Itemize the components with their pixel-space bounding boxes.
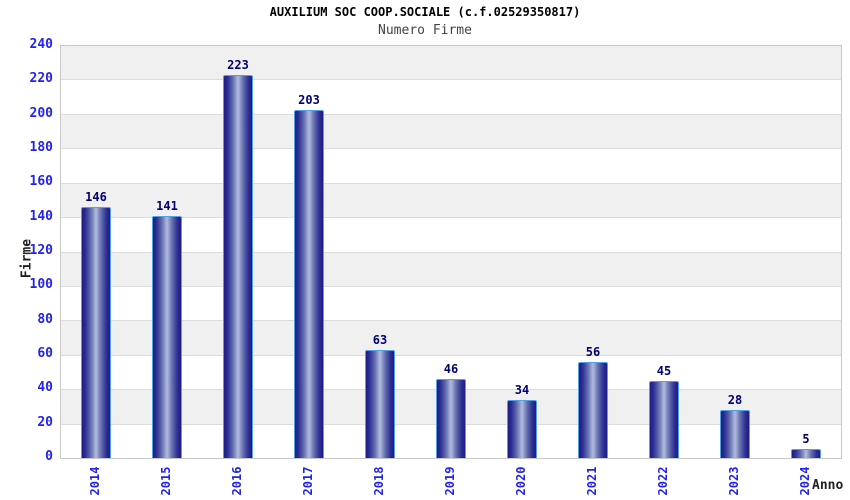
bar-2017 bbox=[294, 110, 324, 458]
y-tick-label: 100 bbox=[29, 277, 53, 292]
bar-2015 bbox=[152, 216, 182, 458]
bar-2022 bbox=[649, 381, 679, 458]
bar-2019 bbox=[436, 379, 466, 458]
grid-band bbox=[61, 183, 841, 219]
grid-band bbox=[61, 218, 841, 253]
x-tick-label-2023: 2023 bbox=[727, 466, 741, 496]
x-tick-label-2020: 2020 bbox=[514, 466, 528, 496]
bar-value-label: 46 bbox=[443, 362, 459, 376]
x-tick-label-2021: 2021 bbox=[585, 466, 599, 496]
y-tick-label: 80 bbox=[37, 312, 53, 327]
grid-band bbox=[61, 286, 841, 322]
grid-band bbox=[61, 114, 841, 150]
x-tick-label-2019: 2019 bbox=[443, 466, 457, 496]
y-tick-label: 200 bbox=[29, 106, 53, 121]
x-tick-label-2022: 2022 bbox=[656, 466, 670, 496]
y-tick-label: 180 bbox=[29, 140, 53, 155]
bar-2024 bbox=[791, 449, 821, 458]
bar-2021 bbox=[578, 362, 608, 458]
grid-band bbox=[61, 252, 841, 287]
y-tick-label: 0 bbox=[45, 449, 53, 464]
bar-value-label: 34 bbox=[514, 383, 530, 397]
x-tick-label-2015: 2015 bbox=[159, 466, 173, 496]
bar-value-label: 56 bbox=[585, 345, 601, 359]
y-tick-label: 140 bbox=[29, 209, 53, 224]
bar-value-label: 45 bbox=[656, 364, 672, 378]
bar-2023 bbox=[720, 410, 750, 458]
x-tick-label-2018: 2018 bbox=[372, 466, 386, 496]
bar-value-label: 146 bbox=[85, 190, 107, 204]
y-tick-label: 220 bbox=[29, 71, 53, 86]
bar-value-label: 28 bbox=[727, 393, 743, 407]
bar-2018 bbox=[365, 350, 395, 458]
y-tick-label: 60 bbox=[37, 346, 53, 361]
plot-area: 146 141 223 203 63 46 34 56 45 28 5 bbox=[60, 45, 842, 459]
x-tick-label-2017: 2017 bbox=[301, 466, 315, 496]
grid-band bbox=[61, 80, 841, 115]
y-tick-label: 160 bbox=[29, 174, 53, 189]
y-tick-label: 20 bbox=[37, 415, 53, 430]
y-tick-label: 120 bbox=[29, 243, 53, 258]
chart-subtitle: Numero Firme bbox=[378, 23, 472, 38]
bar-2020 bbox=[507, 400, 537, 458]
grid-band bbox=[61, 46, 841, 81]
x-axis-title: Anno bbox=[812, 478, 844, 493]
x-tick-label-2016: 2016 bbox=[230, 466, 244, 496]
y-tick-label: 40 bbox=[37, 380, 53, 395]
bar-value-label: 223 bbox=[227, 58, 249, 72]
bar-value-label: 5 bbox=[802, 432, 810, 446]
bar-value-label: 63 bbox=[372, 333, 388, 347]
bar-2016 bbox=[223, 75, 253, 458]
bar-value-label: 203 bbox=[298, 93, 320, 107]
grid-band bbox=[61, 149, 841, 184]
x-tick-label-2024: 2024 bbox=[798, 466, 812, 496]
bar-value-label: 141 bbox=[156, 199, 178, 213]
chart-title: AUXILIUM SOC COOP.SOCIALE (c.f.025293508… bbox=[269, 5, 581, 19]
y-axis-title: Firme bbox=[19, 238, 35, 279]
x-tick-label-2014: 2014 bbox=[88, 466, 102, 496]
y-tick-label: 240 bbox=[29, 37, 53, 52]
bar-2014 bbox=[81, 207, 111, 458]
grid-band bbox=[61, 321, 841, 356]
